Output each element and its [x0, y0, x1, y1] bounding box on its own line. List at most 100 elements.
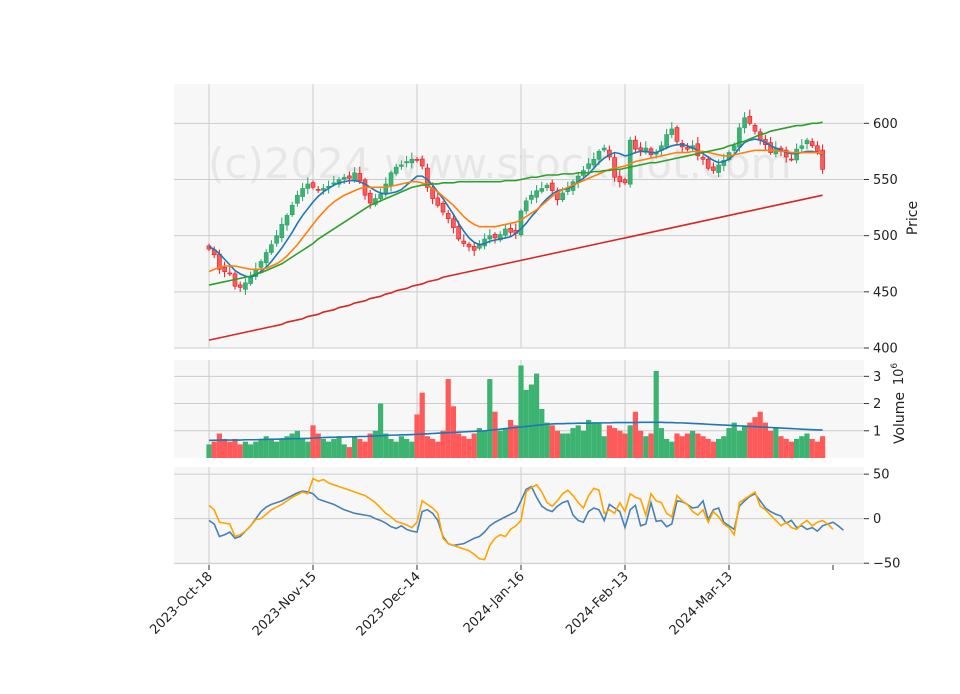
- candle-body: [461, 240, 467, 244]
- volume-bar: [242, 441, 248, 458]
- volume-bar: [352, 436, 358, 458]
- volume-bar: [445, 379, 451, 458]
- candle-body: [700, 156, 706, 160]
- volume-bar: [456, 433, 462, 458]
- moving-average-line-1: [208, 138, 823, 279]
- volume-unit-exponent: 6: [890, 363, 900, 369]
- candle-body: [321, 188, 326, 191]
- volume-bar: [206, 444, 212, 458]
- candle-body: [305, 183, 311, 189]
- candle-body: [456, 226, 461, 240]
- candle-body: [243, 282, 248, 290]
- volume-bar: [487, 379, 493, 458]
- volume-bar: [596, 422, 602, 458]
- volume-bar: [258, 438, 264, 458]
- volume-bar: [326, 441, 332, 458]
- volume-bar: [466, 438, 472, 458]
- volume-bar: [809, 438, 815, 458]
- candle-body: [419, 158, 425, 167]
- volume-bar: [653, 370, 659, 458]
- volume-bar: [768, 430, 774, 458]
- candle-body: [560, 192, 565, 201]
- volume-bar: [773, 428, 779, 458]
- candle-body: [310, 182, 316, 188]
- volume-bar: [539, 409, 545, 458]
- volume-axis-label: Volume: [892, 392, 908, 444]
- candle-body: [492, 234, 498, 239]
- candle-body: [705, 158, 711, 169]
- volume-bar: [757, 411, 763, 458]
- volume-bar: [430, 438, 436, 458]
- candle-body: [539, 188, 545, 192]
- volume-bar: [383, 433, 389, 458]
- y-tick-label: 2: [873, 397, 881, 412]
- candle-body: [804, 139, 810, 145]
- y-tick-label: 400: [873, 342, 898, 357]
- volume-bar: [742, 425, 748, 458]
- candle-body: [820, 149, 825, 170]
- y-tick-label: −50: [873, 557, 900, 572]
- volume-bar: [679, 436, 685, 458]
- volume-bar: [508, 419, 514, 458]
- candle-body: [529, 194, 534, 200]
- candle-body: [471, 245, 477, 251]
- candle-body: [399, 164, 404, 167]
- candle-body: [227, 272, 233, 275]
- volume-bar: [627, 425, 633, 458]
- volume-unit-base: 10: [892, 369, 907, 386]
- volume-bar: [705, 438, 711, 458]
- volume-bar: [726, 428, 732, 458]
- volume-bar: [549, 425, 555, 458]
- volume-bar: [622, 433, 628, 458]
- volume-bar: [762, 422, 768, 458]
- volume-bar: [424, 436, 430, 458]
- volume-bar: [440, 430, 446, 458]
- volume-bar: [216, 433, 222, 458]
- volume-bar: [684, 433, 690, 458]
- candle-body: [315, 189, 321, 191]
- volume-bar: [606, 425, 612, 458]
- candle-body: [518, 210, 524, 236]
- volume-bar: [398, 436, 404, 458]
- candle-body: [669, 128, 675, 135]
- volume-bar: [586, 419, 592, 458]
- candle-body: [295, 194, 300, 204]
- volume-bar: [669, 441, 675, 458]
- volume-bar: [544, 422, 550, 458]
- candle-body: [768, 142, 773, 153]
- oscillator-line-2: [208, 477, 834, 561]
- candle-body: [627, 139, 633, 185]
- volume-bar: [820, 436, 826, 458]
- candle-body: [664, 134, 669, 148]
- y-tick-label: 600: [873, 117, 898, 132]
- candle-body: [347, 175, 352, 179]
- volume-bar: [227, 441, 233, 458]
- candle-body: [388, 172, 394, 187]
- volume-bar: [248, 444, 254, 458]
- volume-bar: [591, 422, 597, 458]
- volume-bar: [710, 441, 716, 458]
- volume-bar: [570, 428, 576, 458]
- volume-bar: [279, 438, 285, 458]
- candle-body: [508, 227, 513, 233]
- candle-body: [503, 228, 508, 236]
- volume-bar: [690, 430, 696, 458]
- candle-body: [544, 184, 550, 189]
- candle-body: [487, 235, 493, 240]
- volume-bar: [721, 436, 727, 458]
- volume-bar: [409, 441, 415, 458]
- candle-body: [789, 158, 794, 161]
- moving-average-line-2: [208, 149, 823, 273]
- moving-average-line-4: [208, 194, 823, 341]
- volume-bar: [414, 414, 420, 458]
- volume-bar: [502, 428, 508, 458]
- candle-body: [617, 176, 623, 183]
- candle-body: [731, 145, 737, 151]
- volume-bar: [617, 430, 623, 458]
- y-tick-label: 3: [873, 370, 881, 385]
- moving-average-line-3: [208, 121, 823, 286]
- candle-body: [435, 197, 441, 206]
- volume-bar: [575, 425, 581, 458]
